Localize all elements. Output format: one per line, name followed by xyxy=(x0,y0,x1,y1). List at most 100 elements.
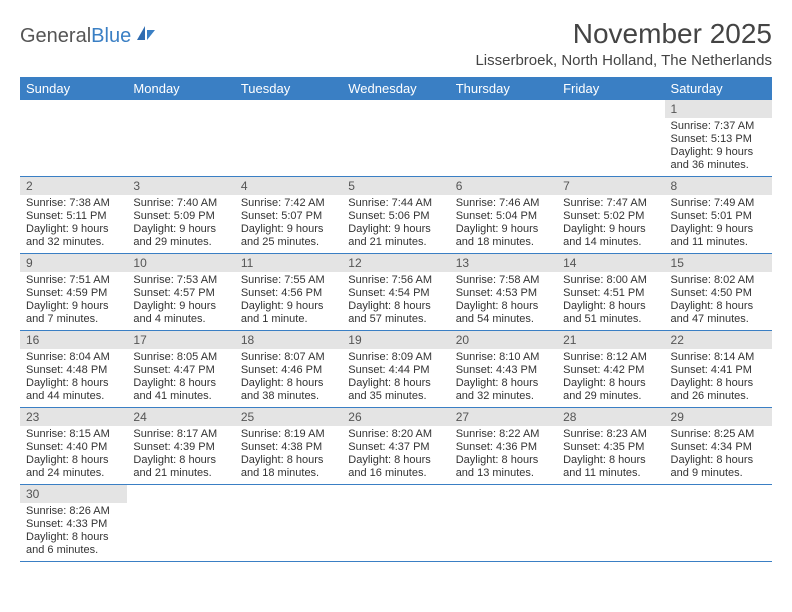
calendar-cell: 26Sunrise: 8:20 AMSunset: 4:37 PMDayligh… xyxy=(342,408,449,485)
day-number: 6 xyxy=(450,177,557,195)
calendar-cell: 8Sunrise: 7:49 AMSunset: 5:01 PMDaylight… xyxy=(665,177,772,254)
sunrise-line: Sunrise: 8:00 AM xyxy=(563,274,658,287)
sunset-line: Sunset: 4:54 PM xyxy=(348,287,443,300)
day-number: 28 xyxy=(557,408,664,426)
day-details: Sunrise: 8:04 AMSunset: 4:48 PMDaylight:… xyxy=(20,349,127,407)
location-label: Lisserbroek, North Holland, The Netherla… xyxy=(475,52,772,69)
sunset-line: Sunset: 5:02 PM xyxy=(563,210,658,223)
day-number: 7 xyxy=(557,177,664,195)
calendar-week: 1Sunrise: 7:37 AMSunset: 5:13 PMDaylight… xyxy=(20,100,772,177)
calendar-cell: 22Sunrise: 8:14 AMSunset: 4:41 PMDayligh… xyxy=(665,331,772,408)
daylight-line: Daylight: 8 hours and 11 minutes. xyxy=(563,454,658,480)
calendar-cell: 29Sunrise: 8:25 AMSunset: 4:34 PMDayligh… xyxy=(665,408,772,485)
logo-text-1: General xyxy=(20,25,91,48)
day-details: Sunrise: 8:15 AMSunset: 4:40 PMDaylight:… xyxy=(20,426,127,484)
sunrise-line: Sunrise: 8:12 AM xyxy=(563,351,658,364)
calendar-cell: 17Sunrise: 8:05 AMSunset: 4:47 PMDayligh… xyxy=(127,331,234,408)
day-details: Sunrise: 7:49 AMSunset: 5:01 PMDaylight:… xyxy=(665,195,772,253)
day-number: 27 xyxy=(450,408,557,426)
sunset-line: Sunset: 4:51 PM xyxy=(563,287,658,300)
sunrise-line: Sunrise: 7:40 AM xyxy=(133,197,228,210)
calendar-cell: 2Sunrise: 7:38 AMSunset: 5:11 PMDaylight… xyxy=(20,177,127,254)
sunset-line: Sunset: 4:50 PM xyxy=(671,287,766,300)
calendar-cell: 23Sunrise: 8:15 AMSunset: 4:40 PMDayligh… xyxy=(20,408,127,485)
day-number: 30 xyxy=(20,485,127,503)
day-header: Monday xyxy=(127,77,234,100)
day-details: Sunrise: 7:42 AMSunset: 5:07 PMDaylight:… xyxy=(235,195,342,253)
calendar-cell: 5Sunrise: 7:44 AMSunset: 5:06 PMDaylight… xyxy=(342,177,449,254)
day-header: Thursday xyxy=(450,77,557,100)
day-details: Sunrise: 7:56 AMSunset: 4:54 PMDaylight:… xyxy=(342,272,449,330)
calendar-cell xyxy=(342,485,449,562)
day-number: 22 xyxy=(665,331,772,349)
calendar-cell: 15Sunrise: 8:02 AMSunset: 4:50 PMDayligh… xyxy=(665,254,772,331)
day-number: 1 xyxy=(665,100,772,118)
daylight-line: Daylight: 9 hours and 25 minutes. xyxy=(241,223,336,249)
day-header: Wednesday xyxy=(342,77,449,100)
sunrise-line: Sunrise: 7:55 AM xyxy=(241,274,336,287)
daylight-line: Daylight: 8 hours and 29 minutes. xyxy=(563,377,658,403)
logo-text-2: Blue xyxy=(91,25,131,48)
sunrise-line: Sunrise: 8:26 AM xyxy=(26,505,121,518)
calendar-cell: 14Sunrise: 8:00 AMSunset: 4:51 PMDayligh… xyxy=(557,254,664,331)
sunset-line: Sunset: 4:38 PM xyxy=(241,441,336,454)
calendar-cell: 24Sunrise: 8:17 AMSunset: 4:39 PMDayligh… xyxy=(127,408,234,485)
day-details: Sunrise: 8:19 AMSunset: 4:38 PMDaylight:… xyxy=(235,426,342,484)
calendar-cell: 30 Sunrise: 8:26 AMSunset: 4:33 PMDayligh… xyxy=(20,485,127,562)
sunrise-line: Sunrise: 8:09 AM xyxy=(348,351,443,364)
daylight-line: Daylight: 9 hours and 32 minutes. xyxy=(26,223,121,249)
calendar-week: 9Sunrise: 7:51 AMSunset: 4:59 PMDaylight… xyxy=(20,254,772,331)
daylight-line: Daylight: 8 hours and 26 minutes. xyxy=(671,377,766,403)
calendar-body: 1Sunrise: 7:37 AMSunset: 5:13 PMDaylight… xyxy=(20,100,772,562)
day-number: 9 xyxy=(20,254,127,272)
sunset-line: Sunset: 4:43 PM xyxy=(456,364,551,377)
calendar-cell: 20Sunrise: 8:10 AMSunset: 4:43 PMDayligh… xyxy=(450,331,557,408)
day-details: Sunrise: 7:58 AMSunset: 4:53 PMDaylight:… xyxy=(450,272,557,330)
daylight-line: Daylight: 8 hours and 51 minutes. xyxy=(563,300,658,326)
day-number: 15 xyxy=(665,254,772,272)
calendar-cell xyxy=(342,100,449,177)
day-number: 29 xyxy=(665,408,772,426)
daylight-line: Daylight: 8 hours and 54 minutes. xyxy=(456,300,551,326)
daylight-line: Daylight: 9 hours and 29 minutes. xyxy=(133,223,228,249)
calendar-cell xyxy=(557,100,664,177)
day-details: Sunrise: 7:51 AMSunset: 4:59 PMDaylight:… xyxy=(20,272,127,330)
sunrise-line: Sunrise: 8:25 AM xyxy=(671,428,766,441)
daylight-line: Daylight: 8 hours and 16 minutes. xyxy=(348,454,443,480)
daylight-line: Daylight: 8 hours and 41 minutes. xyxy=(133,377,228,403)
calendar-cell: 9Sunrise: 7:51 AMSunset: 4:59 PMDaylight… xyxy=(20,254,127,331)
day-number: 8 xyxy=(665,177,772,195)
day-details: Sunrise: 7:40 AMSunset: 5:09 PMDaylight:… xyxy=(127,195,234,253)
sunset-line: Sunset: 5:01 PM xyxy=(671,210,766,223)
day-details: Sunrise: 8:00 AMSunset: 4:51 PMDaylight:… xyxy=(557,272,664,330)
day-details: Sunrise: 8:20 AMSunset: 4:37 PMDaylight:… xyxy=(342,426,449,484)
sunrise-line: Sunrise: 7:47 AM xyxy=(563,197,658,210)
sunrise-line: Sunrise: 7:51 AM xyxy=(26,274,121,287)
sunset-line: Sunset: 4:33 PM xyxy=(26,518,121,531)
day-number: 23 xyxy=(20,408,127,426)
calendar-cell: 27Sunrise: 8:22 AMSunset: 4:36 PMDayligh… xyxy=(450,408,557,485)
calendar-cell xyxy=(450,100,557,177)
daylight-line: Daylight: 8 hours and 35 minutes. xyxy=(348,377,443,403)
sunrise-line: Sunrise: 8:05 AM xyxy=(133,351,228,364)
calendar-cell: 13Sunrise: 7:58 AMSunset: 4:53 PMDayligh… xyxy=(450,254,557,331)
sunset-line: Sunset: 5:04 PM xyxy=(456,210,551,223)
sunset-line: Sunset: 4:59 PM xyxy=(26,287,121,300)
month-title: November 2025 xyxy=(475,18,772,50)
sunset-line: Sunset: 4:39 PM xyxy=(133,441,228,454)
sunrise-line: Sunrise: 7:38 AM xyxy=(26,197,121,210)
day-details: Sunrise: 7:53 AMSunset: 4:57 PMDaylight:… xyxy=(127,272,234,330)
day-details: Sunrise: 7:44 AMSunset: 5:06 PMDaylight:… xyxy=(342,195,449,253)
daylight-line: Daylight: 9 hours and 1 minute. xyxy=(241,300,336,326)
daylight-line: Daylight: 9 hours and 18 minutes. xyxy=(456,223,551,249)
calendar-cell: 25Sunrise: 8:19 AMSunset: 4:38 PMDayligh… xyxy=(235,408,342,485)
sunrise-line: Sunrise: 8:15 AM xyxy=(26,428,121,441)
day-number: 12 xyxy=(342,254,449,272)
sunset-line: Sunset: 4:57 PM xyxy=(133,287,228,300)
day-header-row: SundayMondayTuesdayWednesdayThursdayFrid… xyxy=(20,77,772,100)
day-header: Saturday xyxy=(665,77,772,100)
sunrise-line: Sunrise: 7:46 AM xyxy=(456,197,551,210)
day-number: 10 xyxy=(127,254,234,272)
sunrise-line: Sunrise: 7:44 AM xyxy=(348,197,443,210)
daylight-line: Daylight: 8 hours and 6 minutes. xyxy=(26,531,121,557)
